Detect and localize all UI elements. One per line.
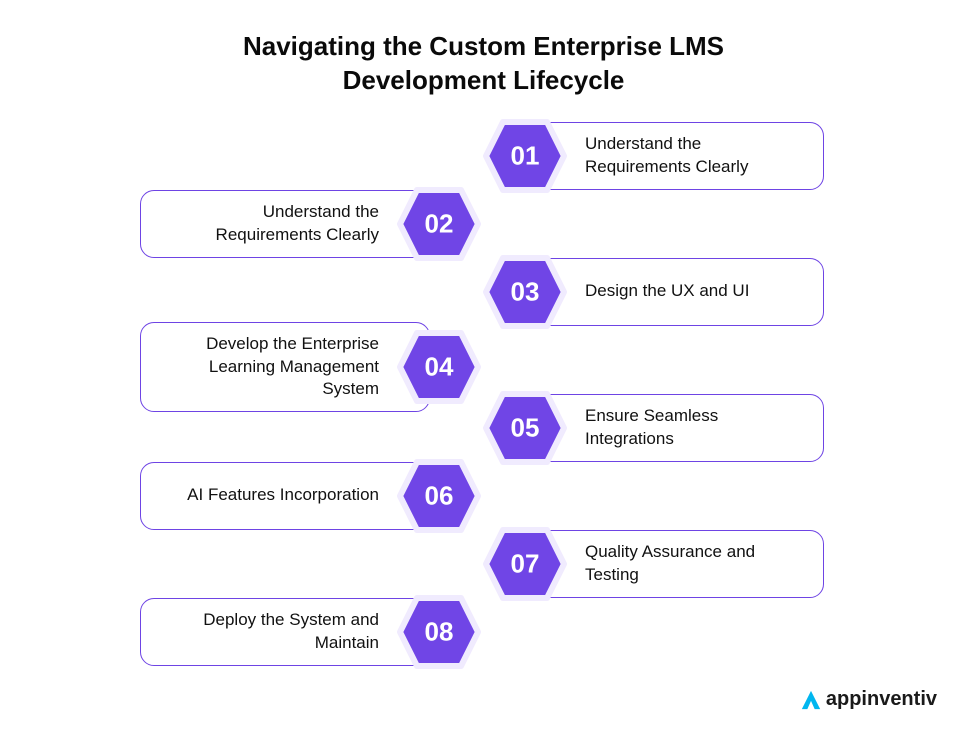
page-title: Navigating the Custom Enterprise LMS Dev… xyxy=(0,0,967,108)
step-label-box: AI Features Incorporation xyxy=(140,462,430,530)
step-label-box: Ensure Seamless Integrations xyxy=(534,394,824,462)
step-01: 01 Understand the Requirements Clearly xyxy=(482,118,824,194)
step-label: Deploy the System and Maintain xyxy=(163,609,379,655)
brand-logo: appinventiv xyxy=(800,688,937,711)
step-label-box: Understand the Requirements Clearly xyxy=(140,190,430,258)
step-hex-04: 04 xyxy=(396,329,482,405)
step-05: 05 Ensure Seamless Integrations xyxy=(482,390,824,466)
step-number: 04 xyxy=(425,352,454,383)
step-hex-06: 06 xyxy=(396,458,482,534)
step-number: 08 xyxy=(425,616,454,647)
step-label-box: Understand the Requirements Clearly xyxy=(534,122,824,190)
step-number: 03 xyxy=(511,276,540,307)
step-03: 03 Design the UX and UI xyxy=(482,254,824,330)
step-label: Ensure Seamless Integrations xyxy=(585,405,801,451)
step-label-box: Deploy the System and Maintain xyxy=(140,598,430,666)
step-label: Understand the Requirements Clearly xyxy=(585,133,801,179)
step-07: 07 Quality Assurance and Testing xyxy=(482,526,824,602)
step-hex-07: 07 xyxy=(482,526,568,602)
step-label: Understand the Requirements Clearly xyxy=(163,201,379,247)
step-label: Quality Assurance and Testing xyxy=(585,541,801,587)
step-number: 07 xyxy=(511,548,540,579)
step-label: Design the UX and UI xyxy=(585,280,749,303)
step-label-box: Design the UX and UI xyxy=(534,258,824,326)
step-number: 05 xyxy=(511,412,540,443)
step-hex-02: 02 xyxy=(396,186,482,262)
step-label-box: Quality Assurance and Testing xyxy=(534,530,824,598)
step-04: 04 Develop the Enterprise Learning Manage… xyxy=(140,322,482,413)
step-hex-03: 03 xyxy=(482,254,568,330)
step-08: 08 Deploy the System and Maintain xyxy=(140,594,482,670)
lifecycle-diagram: 01 Understand the Requirements Clearly 02… xyxy=(0,118,967,678)
step-hex-05: 05 xyxy=(482,390,568,466)
logo-icon xyxy=(800,689,822,711)
step-02: 02 Understand the Requirements Clearly xyxy=(140,186,482,262)
logo-text: appinventiv xyxy=(826,688,937,711)
step-label-box: Develop the Enterprise Learning Manageme… xyxy=(140,322,430,413)
step-number: 01 xyxy=(511,140,540,171)
step-hex-08: 08 xyxy=(396,594,482,670)
step-label: Develop the Enterprise Learning Manageme… xyxy=(163,333,379,402)
step-hex-01: 01 xyxy=(482,118,568,194)
title-line2: Development Lifecycle xyxy=(343,65,625,95)
step-number: 02 xyxy=(425,208,454,239)
step-06: 06 AI Features Incorporation xyxy=(140,458,482,534)
step-label: AI Features Incorporation xyxy=(187,484,379,507)
title-line1: Navigating the Custom Enterprise LMS xyxy=(243,31,724,61)
step-number: 06 xyxy=(425,480,454,511)
